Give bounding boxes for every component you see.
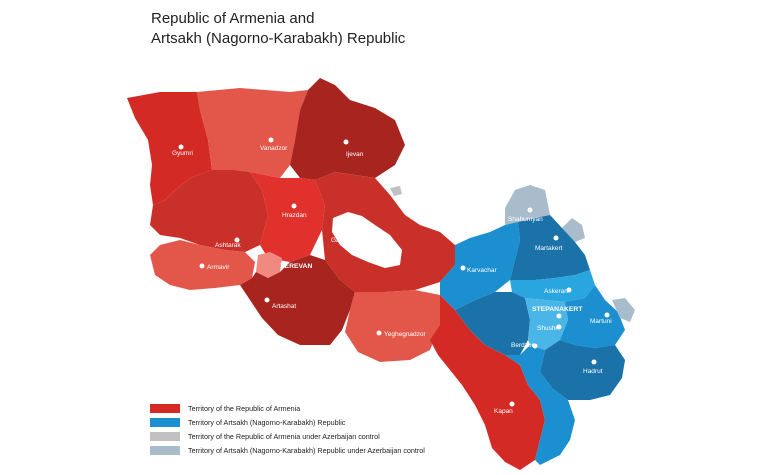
region-karvachar — [440, 222, 520, 310]
city-marker-shushi — [556, 324, 562, 330]
city-armavir: Armavir — [199, 263, 230, 271]
region-shirak — [127, 92, 212, 205]
city-ijevan: Ijevan — [343, 139, 364, 158]
region-martuni — [560, 285, 625, 348]
map-title: Republic of Armenia and Artsakh (Nagorno… — [151, 9, 405, 49]
map-title-line2: Artsakh (Nagorno-Karabakh) Republic — [151, 30, 406, 47]
city-marker-artashat — [264, 297, 270, 303]
legend-label-artsakh: Territory of Artsakh (Nagorno-Karabakh) … — [188, 418, 346, 427]
city-label-berdzor: Berdzor — [511, 342, 535, 349]
legend-label-armenia: Territory of the Republic of Armenia — [188, 404, 301, 413]
region-martakert — [510, 215, 590, 280]
region-hadrut — [540, 340, 625, 400]
city-ashtarak: Ashtarak — [215, 237, 241, 249]
city-stepanakert: STEPANAKERT — [532, 306, 583, 319]
legend-label-armenia-occupied: Territory of the Republic of Armenia und… — [188, 432, 380, 441]
city-marker-shahumyan — [527, 207, 533, 213]
city-label-shahumyan: Shahumyan — [508, 216, 543, 223]
legend-swatch-artsakh — [150, 418, 180, 427]
city-martuni: Martuni — [590, 312, 612, 325]
city-label-hrazdan: Hrazdan — [282, 212, 307, 219]
legend-swatch-artsakh-occupied — [150, 446, 180, 455]
region-tavush — [290, 78, 405, 180]
city-marker-ashtarak — [234, 237, 240, 243]
legend-swatch-armenia-occupied — [150, 432, 180, 441]
city-marker-askeran — [566, 287, 572, 293]
city-marker-hrazdan — [291, 203, 297, 209]
region-vayots-dzor — [345, 290, 440, 362]
city-label-ijevan: Ijevan — [346, 151, 364, 158]
city-label-artashat: Artashat — [272, 303, 296, 310]
region-north-occupied — [562, 218, 585, 242]
city-marker-stepanakert — [556, 313, 562, 319]
city-label-yeghegnadzor: Yeghegnadzor — [384, 331, 427, 338]
map-legend: Territory of the Republic of Armenia Ter… — [150, 402, 425, 458]
city-marker-berdzor — [532, 343, 538, 349]
city-label-yerevan: YEREVAN — [280, 263, 312, 270]
city-kapan: Kapan — [494, 401, 515, 415]
exclave-artsvashen — [390, 186, 402, 196]
city-label-shushi: Shushi — [537, 325, 557, 332]
region-askeran — [510, 270, 595, 302]
legend-item-armenia-occupied: Territory of the Republic of Armenia und… — [150, 430, 425, 443]
city-vanadzor: Vanadzor — [260, 137, 288, 152]
city-label-gavar: Gavar — [331, 237, 350, 244]
city-label-askeran: Askeran — [544, 288, 568, 295]
city-gyumri: Gyumri — [172, 144, 193, 157]
map-title-line1: Republic of Armenia and — [151, 10, 315, 27]
region-ararat — [240, 255, 355, 345]
city-label-ashtarak: Ashtarak — [215, 242, 241, 249]
city-marker-yeghegnadzor — [376, 330, 382, 336]
city-marker-gavar — [336, 230, 342, 236]
legend-item-artsakh: Territory of Artsakh (Nagorno-Karabakh) … — [150, 416, 425, 429]
city-label-gyumri: Gyumri — [172, 150, 193, 157]
city-label-vanadzor: Vanadzor — [260, 145, 288, 152]
city-martakert: Martakert — [535, 235, 563, 252]
city-yeghegnadzor: Yeghegnadzor — [376, 330, 427, 338]
city-yerevan: YEREVAN — [280, 263, 312, 270]
city-marker-martakert — [553, 235, 559, 241]
city-hrazdan: Hrazdan — [282, 203, 307, 219]
city-marker-hadrut — [591, 359, 597, 365]
city-label-kapan: Kapan — [494, 408, 513, 415]
city-shushi: Shushi — [537, 324, 562, 332]
city-marker-vanadzor — [268, 137, 274, 143]
city-label-karvachar: Karvachar — [467, 267, 497, 274]
region-yerevan — [256, 252, 282, 278]
region-syunik — [430, 295, 545, 470]
city-karvachar: Karvachar — [460, 265, 497, 274]
city-marker-karvachar — [460, 265, 466, 271]
city-hadrut: Hadrut — [583, 359, 603, 375]
region-aragatsotn — [150, 170, 268, 252]
lake-sevan — [332, 212, 402, 268]
region-shahumyan — [505, 185, 550, 225]
region-berdzor — [455, 292, 530, 355]
city-label-armavir: Armavir — [207, 264, 230, 271]
legend-item-armenia: Territory of the Republic of Armenia — [150, 402, 425, 415]
legend-swatch-armenia — [150, 404, 180, 413]
city-marker-armavir — [199, 263, 205, 269]
region-east-occupied — [612, 298, 635, 322]
city-askeran: Askeran — [544, 287, 572, 295]
city-gavar: Gavar — [331, 230, 350, 244]
city-label-martuni: Martuni — [590, 318, 612, 325]
region-kashatagh — [505, 345, 575, 465]
region-shushi — [525, 298, 568, 350]
city-marker-ijevan — [343, 139, 349, 145]
city-berdzor: Berdzor — [511, 342, 538, 349]
city-label-stepanakert: STEPANAKERT — [532, 306, 583, 313]
legend-label-artsakh-occupied: Territory of Artsakh (Nagorno-Karabakh) … — [188, 446, 425, 455]
region-kotayk — [250, 172, 325, 262]
city-label-martakert: Martakert — [535, 245, 563, 252]
city-shahumyan: Shahumyan — [508, 207, 543, 223]
region-lori — [197, 88, 308, 178]
city-label-hadrut: Hadrut — [583, 368, 603, 375]
city-marker-gyumri — [178, 144, 184, 150]
city-artashat: Artashat — [264, 297, 296, 310]
city-marker-martuni — [604, 312, 610, 318]
legend-item-artsakh-occupied: Territory of Artsakh (Nagorno-Karabakh) … — [150, 444, 425, 457]
city-marker-kapan — [509, 401, 515, 407]
